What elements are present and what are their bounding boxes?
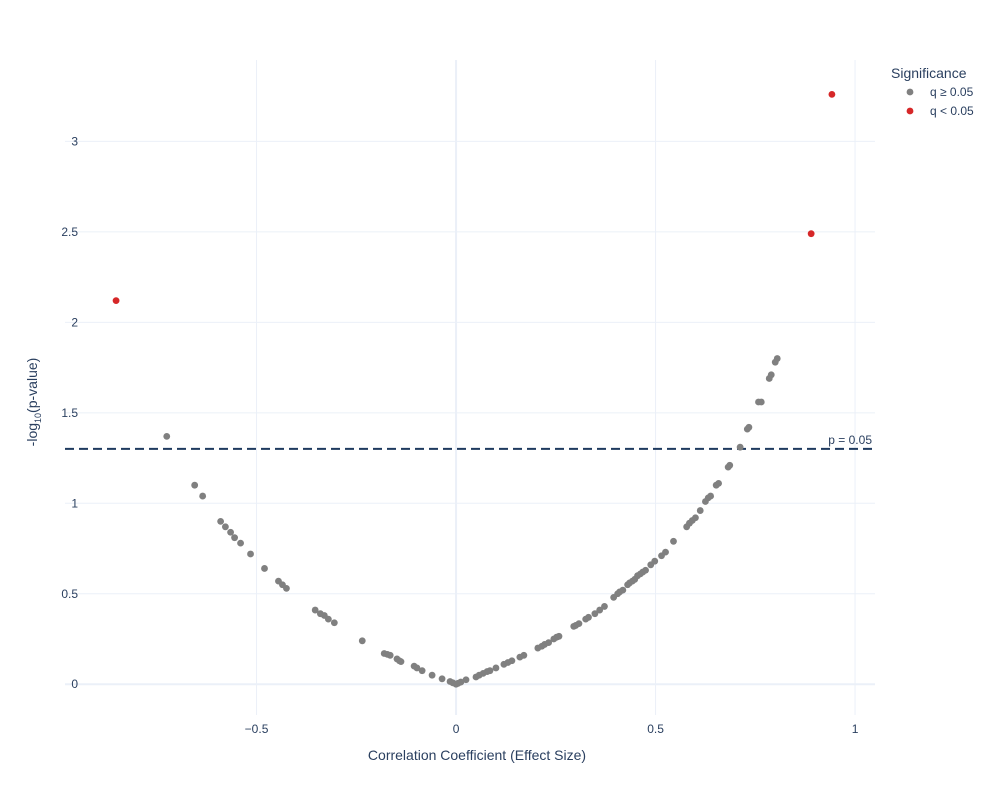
y-tick-label: 3 bbox=[71, 134, 78, 148]
y-axis-title: -log10(p-value) bbox=[24, 358, 43, 447]
point-not-significant bbox=[767, 371, 775, 379]
legend-label: q ≥ 0.05 bbox=[930, 85, 974, 99]
point-not-significant bbox=[222, 523, 229, 531]
legend-title: Significance bbox=[891, 65, 967, 81]
point-not-significant bbox=[736, 443, 744, 451]
point-not-significant bbox=[413, 664, 421, 672]
x-tick-labels: −0.5 0 0.5 1 bbox=[245, 722, 859, 736]
y-tick-label: 2 bbox=[71, 315, 78, 329]
point-not-significant bbox=[726, 461, 734, 469]
point-not-significant bbox=[237, 539, 244, 547]
point-not-significant bbox=[311, 606, 319, 614]
y-tick-label: 0.5 bbox=[61, 587, 78, 601]
y-axis-title-log: -log bbox=[24, 423, 40, 446]
point-not-significant bbox=[324, 615, 332, 623]
legend-marker bbox=[906, 88, 914, 96]
point-not-significant bbox=[545, 639, 553, 647]
point-not-significant bbox=[662, 548, 669, 556]
point-not-significant bbox=[508, 657, 516, 665]
point-not-significant bbox=[596, 606, 604, 614]
y-axis-title-sub: 10 bbox=[33, 413, 43, 423]
point-not-significant bbox=[386, 651, 394, 659]
data-points bbox=[112, 90, 836, 688]
y-tick-labels: 0 0.5 1 1.5 2 2.5 3 bbox=[61, 134, 78, 691]
point-significant bbox=[828, 90, 836, 98]
point-not-significant bbox=[555, 632, 563, 640]
point-not-significant bbox=[619, 586, 627, 594]
point-significant bbox=[807, 230, 815, 238]
point-not-significant bbox=[163, 432, 171, 440]
point-not-significant bbox=[520, 651, 528, 659]
threshold-label: p = 0.05 bbox=[828, 433, 872, 447]
y-tick-label: 1 bbox=[71, 496, 78, 510]
x-axis-title: Correlation Coefficient (Effect Size) bbox=[368, 747, 586, 763]
point-not-significant bbox=[575, 620, 583, 628]
point-not-significant bbox=[773, 355, 781, 362]
point-not-significant bbox=[457, 678, 465, 686]
point-not-significant bbox=[199, 492, 207, 500]
point-not-significant bbox=[462, 676, 470, 684]
point-not-significant bbox=[585, 613, 592, 621]
point-not-significant bbox=[692, 514, 699, 522]
point-not-significant bbox=[651, 557, 659, 565]
point-not-significant bbox=[438, 675, 446, 683]
x-tick-label: 0.5 bbox=[647, 722, 664, 736]
grid bbox=[65, 60, 875, 715]
point-not-significant bbox=[227, 528, 234, 536]
point-not-significant bbox=[601, 603, 608, 610]
point-significant bbox=[112, 297, 120, 305]
y-tick-label: 1.5 bbox=[61, 406, 78, 420]
point-not-significant bbox=[261, 565, 268, 572]
x-tick-label: 0 bbox=[453, 722, 460, 736]
legend-marker bbox=[906, 107, 914, 115]
point-not-significant bbox=[670, 537, 677, 545]
y-tick-label: 2.5 bbox=[61, 225, 78, 239]
point-not-significant bbox=[492, 664, 500, 672]
point-not-significant bbox=[191, 481, 199, 489]
point-not-significant bbox=[707, 492, 715, 500]
point-not-significant bbox=[745, 423, 753, 431]
point-not-significant bbox=[591, 610, 599, 618]
zero-lines bbox=[65, 60, 875, 715]
point-not-significant bbox=[642, 566, 649, 574]
point-not-significant bbox=[397, 658, 405, 666]
legend-label: q < 0.05 bbox=[930, 104, 974, 118]
point-not-significant bbox=[330, 619, 338, 627]
point-not-significant bbox=[696, 507, 704, 514]
x-tick-label: −0.5 bbox=[245, 722, 269, 736]
legend-items: q ≥ 0.05 q < 0.05 bbox=[906, 85, 974, 118]
legend: Significance q ≥ 0.05 q < 0.05 bbox=[891, 65, 974, 118]
threshold-line-group: p = 0.05 bbox=[65, 433, 875, 450]
point-not-significant bbox=[715, 479, 722, 487]
x-tick-label: 1 bbox=[852, 722, 859, 736]
point-not-significant bbox=[358, 637, 366, 645]
point-not-significant bbox=[217, 517, 225, 525]
point-not-significant bbox=[428, 671, 436, 679]
point-not-significant bbox=[757, 398, 765, 406]
point-not-significant bbox=[247, 550, 254, 558]
y-tick-label: 0 bbox=[71, 677, 78, 691]
y-axis-title-rest: (p-value) bbox=[24, 358, 40, 413]
point-not-significant bbox=[418, 667, 426, 675]
point-not-significant bbox=[283, 584, 290, 592]
point-not-significant bbox=[486, 667, 494, 675]
point-not-significant bbox=[231, 534, 238, 542]
